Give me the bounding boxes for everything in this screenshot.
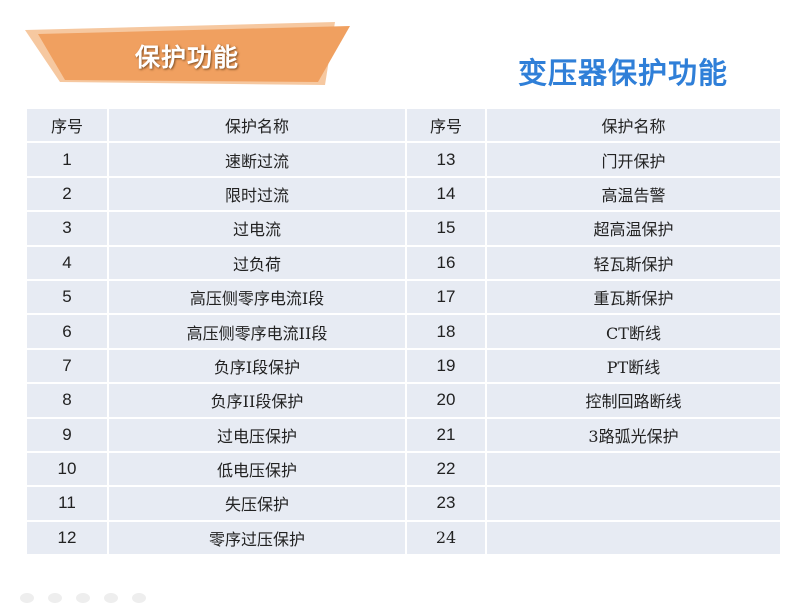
name-cell [485,519,782,557]
index-cell: 14 [405,175,487,213]
name-cell: 控制回路断线 [485,382,782,419]
index-cell: 19 [405,347,487,385]
index-cell: 9 [25,416,109,453]
name-cell: 过负荷 [107,244,407,281]
name-cell: 高压侧零序电流I段 [107,278,407,316]
index-cell: 24 [405,519,487,557]
name-cell: 超高温保护 [485,210,782,247]
name-cell: 高温告警 [485,175,782,213]
name-cell: PT断线 [485,347,782,385]
index-cell: 8 [25,382,109,419]
name-cell [485,485,782,522]
header-row: 序号 保护名称 序号 保护名称 [25,106,782,144]
name-cell: 低电压保护 [107,450,407,488]
column-header: 序号 [25,106,109,144]
table-row: 2 限时过流 14 高温告警 [25,175,782,213]
name-cell: 高压侧零序电流II段 [107,313,407,350]
table-row: 9 过电压保护 21 3路弧光保护 [25,416,782,453]
name-cell [485,450,782,488]
name-cell: 负序II段保护 [107,382,407,419]
banner-title: 保护功能 [135,43,240,72]
table-row: 11 失压保护 23 [25,485,782,522]
name-cell: 门开保护 [485,141,782,178]
name-cell: 轻瓦斯保护 [485,244,782,281]
index-cell: 23 [405,485,487,522]
name-cell: 过电压保护 [107,416,407,453]
index-cell: 12 [25,519,109,557]
index-cell: 13 [405,141,487,178]
name-cell: 失压保护 [107,485,407,522]
name-cell: 过电流 [107,210,407,247]
table-row: 4 过负荷 16 轻瓦斯保护 [25,244,782,281]
index-cell: 18 [405,313,487,350]
index-cell: 15 [405,210,487,247]
index-cell: 3 [25,210,109,247]
page-title: 变压器保护功能 [518,56,729,90]
index-cell: 22 [405,450,487,488]
index-cell: 10 [25,450,109,488]
column-header: 保护名称 [485,106,782,144]
index-cell: 21 [405,416,487,453]
table-row: 1 速断过流 13 门开保护 [25,141,782,178]
name-cell: 零序过压保护 [107,519,407,557]
index-cell: 2 [25,175,109,213]
name-cell: 3路弧光保护 [485,416,782,453]
index-cell: 7 [25,347,109,385]
column-header: 序号 [405,106,487,144]
banner-shape [25,22,350,85]
table-row: 8 负序II段保护 20 控制回路断线 [25,382,782,419]
table-row: 7 负序I段保护 19 PT断线 [25,347,782,385]
name-cell: CT断线 [485,313,782,350]
index-cell: 11 [25,485,109,522]
decorative-dots [20,588,160,607]
table-row: 12 零序过压保护 24 [25,519,782,557]
name-cell: 限时过流 [107,175,407,213]
index-cell: 17 [405,278,487,316]
table-row: 6 高压侧零序电流II段 18 CT断线 [25,313,782,350]
name-cell: 负序I段保护 [107,347,407,385]
protection-table: 序号 保护名称 序号 保护名称 1 速断过流 13 门开保护 2 限时过流 14 高温告警 3 过电流 15… [25,106,782,557]
table-row: 3 过电流 15 超高温保护 [25,210,782,247]
index-cell: 4 [25,244,109,281]
index-cell: 5 [25,278,109,316]
table-row: 10 低电压保护 22 [25,450,782,488]
index-cell: 1 [25,141,109,178]
index-cell: 6 [25,313,109,350]
index-cell: 20 [405,382,487,419]
index-cell: 16 [405,244,487,281]
column-header: 保护名称 [107,106,407,144]
table-row: 5 高压侧零序电流I段 17 重瓦斯保护 [25,278,782,316]
name-cell: 重瓦斯保护 [485,278,782,316]
name-cell: 速断过流 [107,141,407,178]
